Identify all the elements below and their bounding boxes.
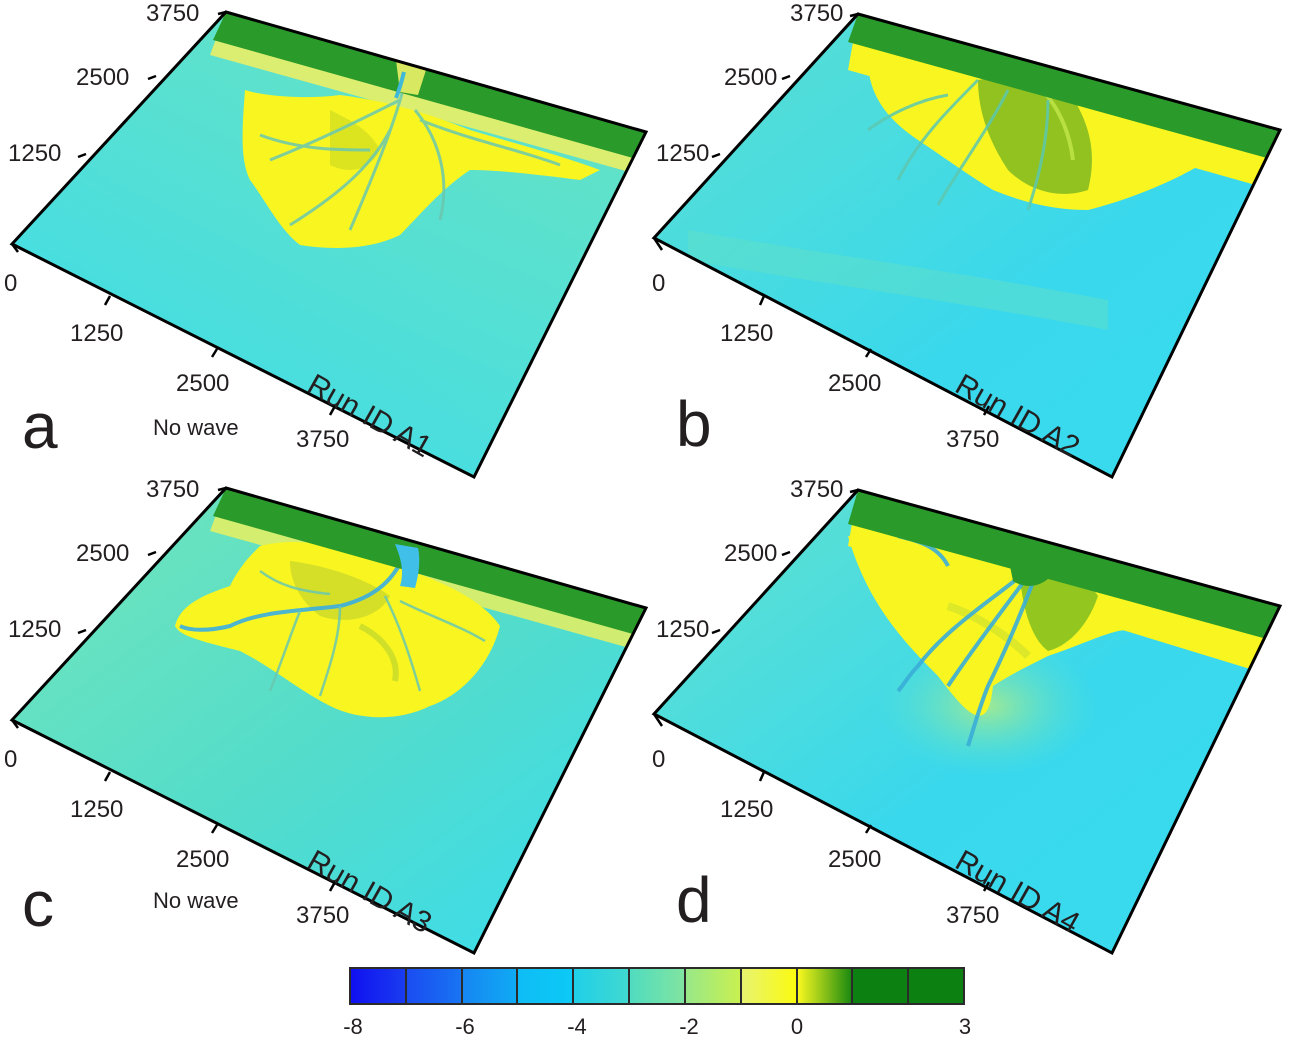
y-tick-3750: 3750 (790, 0, 844, 27)
colorbar-segment (574, 969, 631, 1003)
colorbar-segment (630, 969, 686, 1003)
plot-box (9, 486, 649, 956)
x-tick-3750: 3750 (296, 426, 350, 453)
y-tick-2500: 2500 (724, 64, 778, 91)
x-tick-3750: 3750 (946, 902, 1000, 929)
colorbar-segment (685, 969, 742, 1003)
plot-box (9, 10, 649, 480)
y-tick-3750: 3750 (790, 476, 844, 503)
y-tick-1250: 1250 (8, 140, 62, 167)
colorbar-segment (351, 969, 407, 1003)
x-tick-3750: 3750 (296, 902, 350, 929)
x-tick-2500: 2500 (828, 370, 882, 397)
x-tick-2500: 2500 (176, 370, 230, 397)
surface-plot-b (651, 12, 1283, 480)
x-tick-3750: 3750 (946, 426, 1000, 453)
y-tick-2500: 2500 (76, 540, 130, 567)
panel-letter: c (22, 868, 54, 940)
y-tick-0: 0 (652, 270, 666, 297)
colorbar-segment (462, 969, 519, 1003)
wave-condition-label: No wave (153, 888, 239, 913)
panel-a: 3750 2500 1250 0 1250 2500 3750 a No wav… (0, 0, 650, 480)
surface-plot-d (651, 488, 1283, 956)
x-tick-2500: 2500 (176, 846, 230, 873)
y-tick-0: 0 (652, 746, 666, 773)
y-tick-0: 0 (4, 746, 18, 773)
y-tick-3750: 3750 (146, 476, 200, 503)
colorbar-tick--4: -4 (567, 1014, 587, 1039)
colorbar-tick-0: 0 (790, 1014, 804, 1039)
colorbar-tick-3: 3 (958, 1014, 972, 1039)
colorbar-segment (406, 969, 463, 1003)
colorbar-segment (741, 969, 798, 1003)
colorbar (349, 967, 965, 1005)
y-tick-1250: 1250 (8, 616, 62, 643)
colorbar-tick--2: -2 (679, 1014, 699, 1039)
panel-letter: d (676, 864, 712, 936)
y-tick-2500: 2500 (76, 64, 130, 91)
colorbar-tick--8: -8 (343, 1014, 363, 1039)
wave-condition-label: No wave (153, 415, 239, 440)
panel-letter: a (22, 390, 58, 462)
x-tick-1250: 1250 (720, 320, 774, 347)
colorbar-segment (909, 969, 963, 1003)
panel-letter: b (676, 388, 712, 460)
x-tick-1250: 1250 (720, 796, 774, 823)
colorbar-tick--6: -6 (455, 1014, 475, 1039)
y-tick-1250: 1250 (656, 140, 710, 167)
y-tick-2500: 2500 (724, 540, 778, 567)
y-tick-0: 0 (4, 270, 18, 297)
colorbar-segment (853, 969, 910, 1003)
x-tick-1250: 1250 (70, 796, 124, 823)
x-tick-2500: 2500 (828, 846, 882, 873)
panel-c: 3750 2500 1250 0 1250 2500 3750 c No wav… (0, 476, 650, 956)
colorbar-segment (518, 969, 575, 1003)
plot-box (651, 488, 1283, 956)
panel-b: 3750 2500 1250 0 1250 2500 3750 b Run ID… (648, 0, 1298, 480)
y-tick-1250: 1250 (656, 616, 710, 643)
x-tick-1250: 1250 (70, 320, 124, 347)
surface-plot-a (9, 10, 649, 480)
plot-box (651, 12, 1283, 480)
colorbar-segment (797, 969, 854, 1003)
y-tick-3750: 3750 (146, 0, 200, 27)
surface-plot-c (9, 486, 649, 956)
panel-d: 3750 2500 1250 0 1250 2500 3750 d Run ID… (648, 476, 1298, 956)
